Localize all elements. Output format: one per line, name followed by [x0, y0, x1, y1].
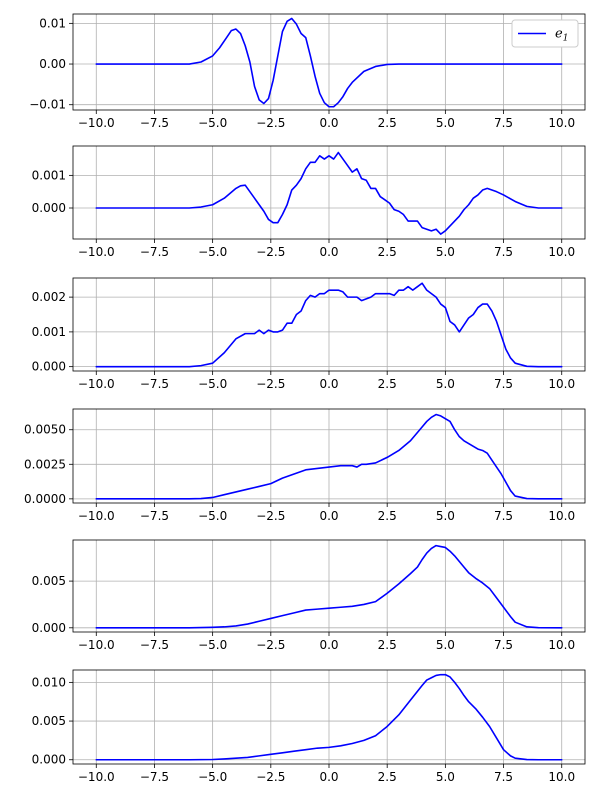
x-tick-label: −7.5	[140, 377, 169, 391]
x-tick-label: 10.0	[548, 116, 575, 130]
y-tick-label: 0.000	[32, 360, 66, 374]
series-line	[95, 544, 563, 629]
x-tick-label: 10.0	[548, 377, 575, 391]
x-tick-label: −10.0	[78, 245, 115, 259]
y-tick-label: 0.00	[39, 57, 66, 71]
y-tick-label: 0.0025	[24, 457, 66, 471]
y-tick-label: 0.001	[32, 325, 66, 339]
legend-label: e1	[555, 27, 568, 44]
subplot-2: −10.0 −7.5 −5.0 −2.5 0.0 2.5 5.0 7.5 10.0 0.000 0.…	[32, 145, 586, 259]
x-tick-label: −5.0	[198, 770, 227, 784]
x-tick-label: 5.0	[436, 245, 455, 259]
x-tick-label: −5.0	[198, 638, 227, 652]
x-tick-label: −10.0	[78, 509, 115, 523]
subplot-6: −10.0 −7.5 −5.0 −2.5 0.0 2.5 5.0 7.5 10.0 0.000 0.…	[32, 669, 586, 784]
subplot-3: −10.0 −7.5 −5.0 −2.5 0.0 2.5 5.0 7.5 10.0 0.000 0.…	[32, 277, 586, 391]
x-tick-label: 0.0	[319, 245, 338, 259]
legend-subscript: 1	[563, 34, 569, 44]
y-tick-label: 0.002	[32, 290, 66, 304]
x-tick-label: 10.0	[548, 638, 575, 652]
y-tick-label: 0.000	[32, 201, 66, 215]
x-tick-label: −7.5	[140, 509, 169, 523]
x-tick-label: −10.0	[78, 770, 115, 784]
y-tick-label: 0.005	[32, 574, 66, 588]
series-line	[95, 413, 563, 500]
x-tick-label: 10.0	[548, 245, 575, 259]
x-tick-label: 5.0	[436, 509, 455, 523]
subplot-1: −10.0 −7.5 −5.0 −2.5 0.0 2.5 5.0 7.5 10.0 −0.01 0.…	[29, 13, 586, 130]
series-line	[95, 17, 563, 108]
x-tick-label: −7.5	[140, 770, 169, 784]
series-line	[95, 151, 563, 235]
y-tick-label: 0.000	[32, 621, 66, 635]
x-tick-label: 0.0	[319, 770, 338, 784]
x-tick-label: 10.0	[548, 770, 575, 784]
x-tick-label: −2.5	[256, 245, 285, 259]
x-tick-label: −10.0	[78, 377, 115, 391]
y-tick-label: 0.000	[32, 753, 66, 767]
subplot-5: −10.0 −7.5 −5.0 −2.5 0.0 2.5 5.0 7.5 10.0 0.000 0.…	[32, 539, 586, 652]
x-tick-label: 0.0	[319, 116, 338, 130]
y-tick-label: 0.001	[32, 168, 66, 182]
x-tick-label: 0.0	[319, 638, 338, 652]
x-tick-label: 5.0	[436, 770, 455, 784]
x-tick-label: −2.5	[256, 638, 285, 652]
x-tick-label: −7.5	[140, 116, 169, 130]
y-tick-label: 0.0000	[24, 492, 66, 506]
y-tick-label: 0.010	[32, 675, 66, 689]
series-line	[95, 673, 563, 761]
x-tick-label: 7.5	[494, 770, 513, 784]
x-tick-label: −5.0	[198, 509, 227, 523]
y-tick-label: 0.0050	[24, 423, 66, 437]
x-tick-label: −2.5	[256, 116, 285, 130]
x-tick-label: 5.0	[436, 638, 455, 652]
x-tick-label: −5.0	[198, 245, 227, 259]
y-tick-label: −0.01	[29, 98, 66, 112]
x-tick-label: −2.5	[256, 377, 285, 391]
x-tick-label: 7.5	[494, 116, 513, 130]
x-tick-label: −7.5	[140, 245, 169, 259]
x-tick-label: 2.5	[378, 116, 397, 130]
x-tick-label: −5.0	[198, 377, 227, 391]
x-tick-label: −7.5	[140, 638, 169, 652]
x-tick-label: −10.0	[78, 116, 115, 130]
x-tick-label: 2.5	[378, 770, 397, 784]
x-tick-label: −5.0	[198, 116, 227, 130]
x-tick-label: −10.0	[78, 638, 115, 652]
x-tick-label: −2.5	[256, 509, 285, 523]
x-tick-label: 5.0	[436, 116, 455, 130]
x-tick-label: 7.5	[494, 509, 513, 523]
x-tick-label: 2.5	[378, 245, 397, 259]
x-tick-label: 7.5	[494, 245, 513, 259]
x-tick-label: 7.5	[494, 638, 513, 652]
x-tick-label: −2.5	[256, 770, 285, 784]
x-tick-label: 2.5	[378, 509, 397, 523]
y-tick-label: 0.01	[39, 16, 66, 30]
subplot-4: −10.0 −7.5 −5.0 −2.5 0.0 2.5 5.0 7.5 10.0 0.0000 0…	[24, 408, 586, 523]
x-tick-label: 5.0	[436, 377, 455, 391]
series-line	[95, 282, 563, 368]
y-tick-label: 0.005	[32, 714, 66, 728]
x-tick-label: 10.0	[548, 509, 575, 523]
legend-symbol: e	[555, 27, 563, 42]
x-tick-label: 0.0	[319, 509, 338, 523]
x-tick-label: 0.0	[319, 377, 338, 391]
x-tick-label: 7.5	[494, 377, 513, 391]
x-tick-label: 2.5	[378, 638, 397, 652]
x-tick-label: 2.5	[378, 377, 397, 391]
legend: e1	[511, 19, 579, 48]
